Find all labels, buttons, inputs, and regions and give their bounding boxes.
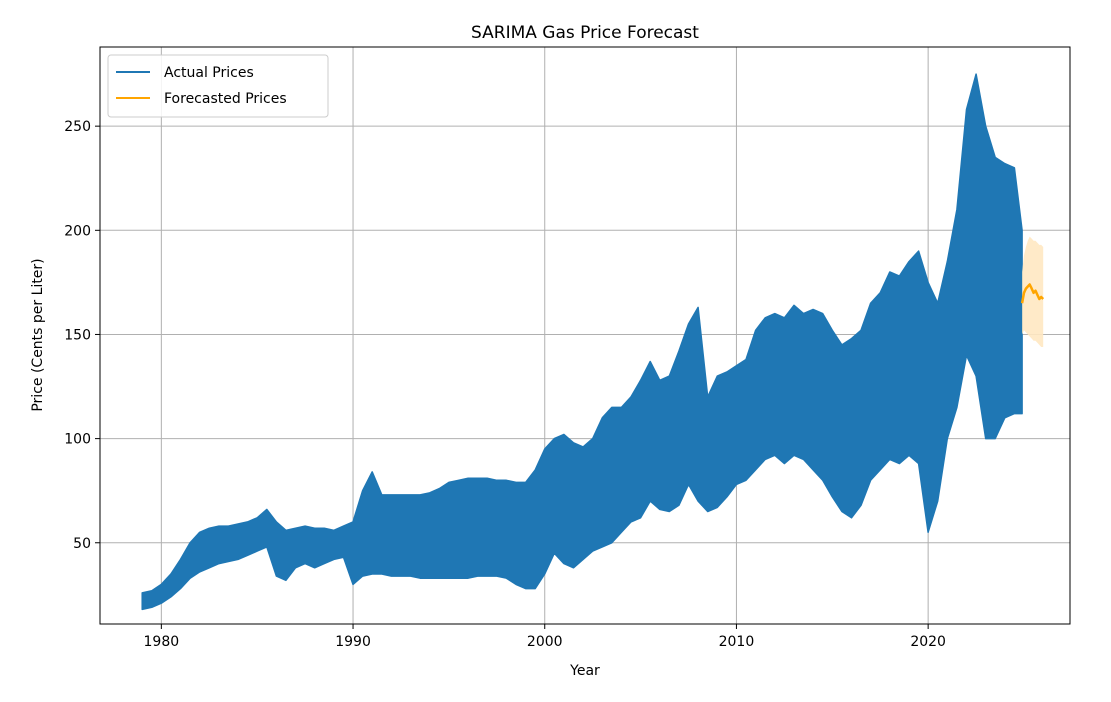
plot-layer bbox=[142, 74, 1043, 609]
x-axis-label: Year bbox=[569, 663, 600, 679]
y-tick-label: 200 bbox=[64, 223, 91, 239]
legend-label-actual: Actual Prices bbox=[164, 65, 254, 81]
y-tick-label: 250 bbox=[64, 119, 91, 135]
y-axis-label: Price (Cents per Liter) bbox=[30, 258, 46, 411]
x-tick-label: 1980 bbox=[144, 634, 180, 650]
chart-title: SARIMA Gas Price Forecast bbox=[471, 23, 699, 43]
x-tick-label: 2020 bbox=[910, 634, 946, 650]
series-actual-prices bbox=[142, 74, 1022, 609]
y-tick-label: 150 bbox=[64, 327, 91, 343]
y-tick-label: 50 bbox=[73, 536, 91, 552]
x-tick-label: 1990 bbox=[335, 634, 371, 650]
y-tick-label: 100 bbox=[64, 432, 91, 448]
legend: Actual Prices Forecasted Prices bbox=[108, 55, 328, 117]
legend-label-forecast: Forecasted Prices bbox=[164, 91, 287, 107]
x-tick-label: 2010 bbox=[719, 634, 755, 650]
x-tick-label: 2000 bbox=[527, 634, 563, 650]
